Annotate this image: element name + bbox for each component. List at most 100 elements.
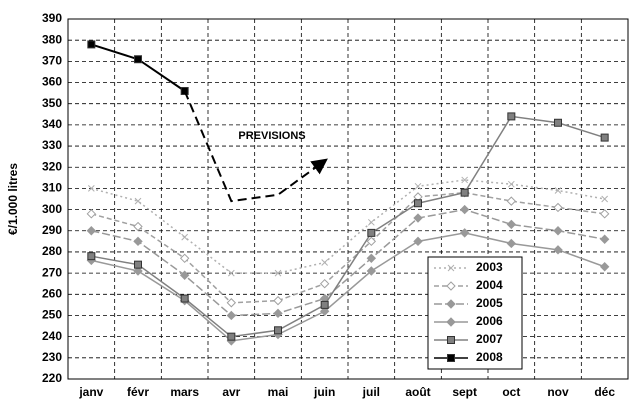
marker <box>554 118 562 127</box>
legend-label: 2003 <box>476 260 503 274</box>
series-line <box>91 208 605 317</box>
series-line <box>91 179 605 274</box>
marker <box>133 236 143 247</box>
y-tick-label: 340 <box>42 117 62 131</box>
marker <box>553 226 563 236</box>
marker <box>507 112 516 121</box>
marker <box>507 180 515 188</box>
legend-label: 2007 <box>476 332 503 346</box>
marker <box>447 336 455 344</box>
marker <box>320 300 329 309</box>
marker <box>133 266 143 276</box>
y-tick-label: 330 <box>42 138 62 152</box>
marker <box>179 270 190 280</box>
marker <box>599 262 610 272</box>
x-tick-label: oct <box>502 385 520 399</box>
x-tick-label: sept <box>452 385 477 399</box>
marker <box>319 278 330 289</box>
y-tick-label: 250 <box>42 308 62 322</box>
marker <box>446 317 456 327</box>
marker <box>600 133 609 142</box>
y-tick-label: 270 <box>42 265 62 279</box>
legend-label: 2008 <box>476 350 503 364</box>
y-tick-label: 390 <box>42 11 62 25</box>
marker <box>506 238 517 249</box>
marker <box>506 219 517 230</box>
marker <box>506 196 517 206</box>
marker <box>459 228 470 238</box>
x-tick-label: janv <box>78 385 103 399</box>
y-tick-label: 360 <box>42 75 62 89</box>
series-line <box>91 115 605 338</box>
y-tick-label: 240 <box>42 329 62 343</box>
marker <box>553 245 563 255</box>
marker <box>179 253 190 264</box>
marker <box>227 269 235 277</box>
y-tick-label: 260 <box>42 286 62 300</box>
marker <box>274 326 282 335</box>
marker <box>366 266 377 276</box>
marker <box>181 233 189 241</box>
x-tick-label: déc <box>594 385 615 399</box>
y-tick-label: 310 <box>42 181 62 195</box>
x-tick-label: août <box>405 385 430 399</box>
plot-frame <box>67 18 629 380</box>
marker <box>133 221 143 232</box>
marker <box>87 40 96 49</box>
marker <box>414 182 422 190</box>
marker <box>227 332 236 341</box>
legend-label: 2004 <box>476 278 503 292</box>
legend-label: 2005 <box>476 296 503 310</box>
marker <box>459 204 470 215</box>
marker <box>273 295 283 306</box>
y-tick-label: 350 <box>42 96 62 110</box>
marker <box>446 299 456 309</box>
x-tick-label: juil <box>362 385 380 399</box>
series-line <box>91 191 605 304</box>
marker <box>87 252 96 261</box>
y-tick-label: 300 <box>42 202 62 216</box>
legend-label: 2006 <box>476 314 503 328</box>
marker <box>460 188 469 197</box>
y-tick-label: 280 <box>42 244 62 258</box>
x-tick-label: nov <box>547 385 569 399</box>
x-tick-label: mai <box>268 385 289 399</box>
marker <box>599 234 610 244</box>
y-tick-label: 290 <box>42 223 62 237</box>
marker <box>461 176 469 184</box>
marker <box>321 259 329 266</box>
marker <box>319 306 330 316</box>
x-tick-label: avr <box>222 385 240 399</box>
marker <box>601 195 609 203</box>
marker <box>553 202 563 213</box>
marker <box>413 236 423 247</box>
annotation: PREVISIONS <box>238 130 305 142</box>
marker <box>134 55 142 64</box>
marker <box>180 294 189 303</box>
x-tick-label: mars <box>170 385 199 399</box>
marker <box>367 218 375 226</box>
y-tick-label: 230 <box>42 350 62 364</box>
forecast-line <box>183 90 328 203</box>
marker <box>366 236 377 247</box>
series-line <box>91 232 605 342</box>
y-tick-label: 320 <box>42 159 62 173</box>
marker <box>413 213 423 223</box>
x-tick-label: févr <box>127 385 149 399</box>
legend-box <box>427 256 523 370</box>
marker <box>366 253 377 264</box>
marker <box>86 226 97 236</box>
x-tick-label: juin <box>313 385 335 399</box>
marker <box>446 281 456 291</box>
marker <box>554 187 562 194</box>
y-axis-label: €/1.000 litres <box>6 163 20 235</box>
marker <box>414 199 422 208</box>
y-tick-label: 370 <box>42 54 62 68</box>
marker <box>274 269 282 277</box>
series-line <box>91 43 186 92</box>
marker <box>599 209 610 219</box>
marker <box>134 197 142 205</box>
y-tick-label: 380 <box>42 32 62 46</box>
marker <box>367 228 376 237</box>
